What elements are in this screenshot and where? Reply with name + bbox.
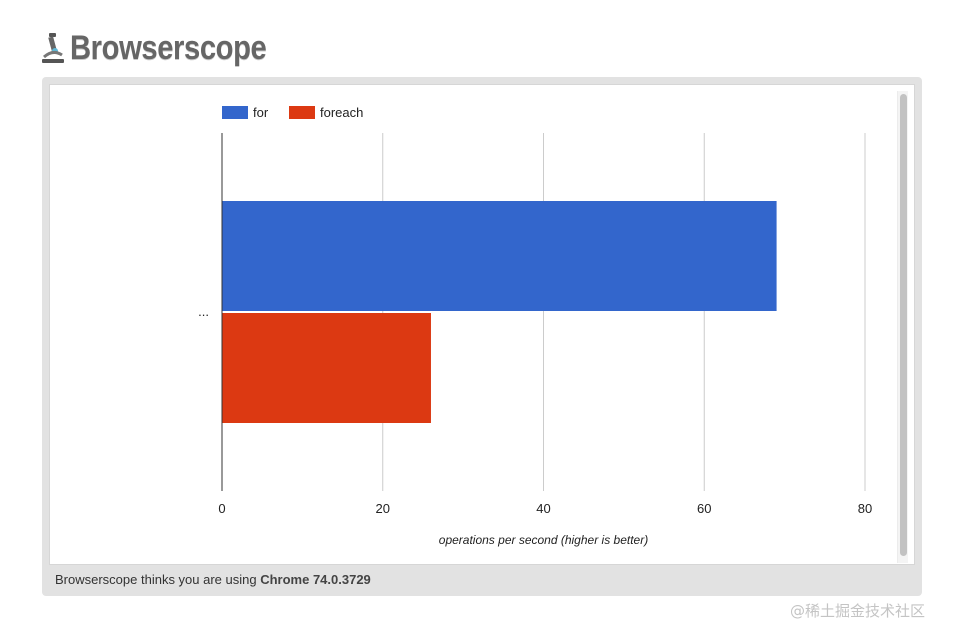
x-axis-title: operations per second (higher is better) — [439, 533, 648, 547]
browser-detection-text: Browserscope thinks you are using Chrome… — [55, 572, 371, 587]
watermark: @稀土掘金技术社区 — [790, 602, 926, 620]
legend-label-for: for — [253, 105, 269, 120]
results-frame: ... 0 20 40 60 80 operations per second (highe… — [42, 77, 922, 596]
category-label: ... — [198, 304, 209, 319]
x-tick-label: 40 — [536, 501, 550, 516]
legend-label-foreach: foreach — [320, 105, 363, 120]
microscope-icon — [42, 33, 64, 63]
legend-swatch-foreach — [289, 106, 315, 119]
x-tick-label: 60 — [697, 501, 711, 516]
x-tick-label: 80 — [858, 501, 872, 516]
bar-for — [222, 201, 777, 311]
bar-foreach — [222, 313, 431, 423]
vertical-scrollbar[interactable] — [897, 91, 908, 563]
x-tick-label: 0 — [218, 501, 225, 516]
scrollbar-thumb[interactable] — [900, 94, 907, 556]
detected-browser: Chrome 74.0.3729 — [260, 572, 371, 587]
brand-title[interactable]: Browserscope — [70, 28, 267, 67]
chart-panel: ... 0 20 40 60 80 operations per second (highe… — [49, 84, 915, 565]
footer-prefix: Browserscope thinks you are using — [55, 572, 261, 587]
legend-swatch-for — [222, 106, 248, 119]
header: Browserscope — [40, 26, 298, 70]
bar-chart: ... 0 20 40 60 80 operations per second (highe… — [198, 105, 872, 547]
x-tick-label: 20 — [376, 501, 390, 516]
